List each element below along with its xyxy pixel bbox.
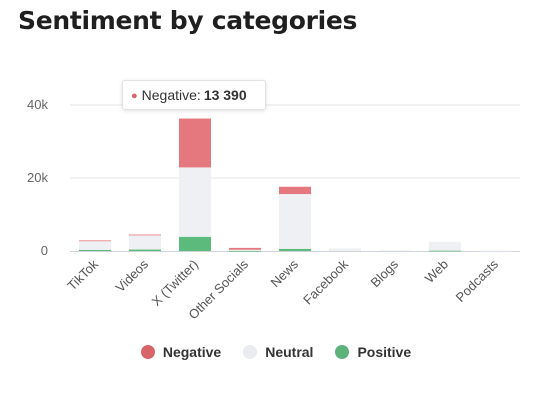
legend-swatch-neutral bbox=[243, 345, 258, 359]
legend-label-positive: Positive bbox=[357, 344, 412, 360]
bar-negative bbox=[79, 240, 111, 242]
bar-neutral bbox=[479, 250, 511, 252]
y-tick-label: 40k bbox=[27, 97, 48, 112]
bar-positive bbox=[129, 249, 161, 251]
bar-neutral bbox=[129, 235, 161, 250]
x-tick-label: Facebook bbox=[300, 256, 351, 307]
legend-label-negative: Negative bbox=[162, 344, 222, 360]
bar-neutral bbox=[179, 167, 211, 237]
tooltip-dot-icon: ● bbox=[131, 90, 138, 102]
x-tick-label: Videos bbox=[113, 256, 152, 295]
bar-neutral bbox=[329, 248, 361, 251]
bar-negative bbox=[179, 118, 211, 168]
bar-positive bbox=[429, 250, 461, 252]
bar-positive bbox=[179, 236, 211, 251]
bar-neutral bbox=[79, 240, 111, 250]
bar-negative bbox=[229, 247, 261, 250]
chart-title: Sentiment by categories bbox=[18, 6, 358, 35]
bar-positive bbox=[229, 250, 261, 252]
bar-negative bbox=[279, 186, 311, 195]
bar-positive bbox=[279, 248, 311, 251]
x-tick-label: Podcasts bbox=[453, 256, 502, 305]
x-tick-label: Web bbox=[422, 257, 451, 286]
legend-swatch-negative bbox=[140, 345, 155, 359]
tooltip-value: 13 390 bbox=[203, 87, 247, 103]
legend-label-neutral: Neutral bbox=[265, 344, 314, 360]
legend: Negative Neutral Positive bbox=[0, 344, 552, 360]
y-tick-label: 20k bbox=[27, 170, 48, 185]
x-tick-label: Blogs bbox=[368, 256, 402, 290]
legend-item-positive[interactable]: Positive bbox=[335, 344, 411, 360]
x-tick-label: X (Twitter) bbox=[149, 257, 201, 309]
bar-negative bbox=[129, 234, 161, 236]
legend-item-neutral[interactable]: Neutral bbox=[243, 344, 313, 360]
bar-neutral bbox=[379, 250, 411, 252]
tooltip: ● Negative: 13 390 bbox=[122, 80, 266, 110]
bar-neutral bbox=[279, 194, 311, 249]
x-tick-label: News bbox=[268, 256, 302, 290]
bar-positive bbox=[79, 249, 111, 251]
bar-neutral bbox=[229, 249, 261, 251]
legend-item-negative[interactable]: Negative bbox=[140, 344, 222, 360]
bar-neutral bbox=[429, 241, 461, 251]
x-tick-label: TikTok bbox=[64, 256, 101, 293]
tooltip-label: Negative: bbox=[141, 87, 201, 103]
legend-swatch-positive bbox=[335, 345, 350, 359]
y-tick-label: 0 bbox=[41, 243, 48, 258]
